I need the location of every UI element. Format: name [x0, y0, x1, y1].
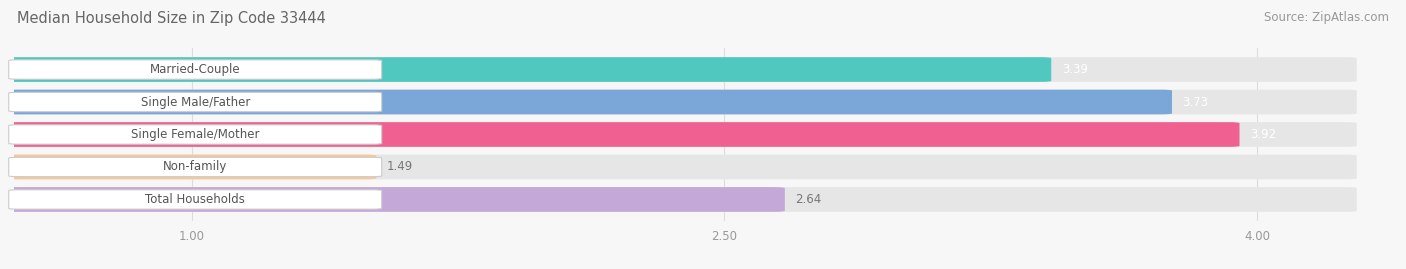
Text: 1.49: 1.49 — [387, 161, 413, 174]
Text: Total Households: Total Households — [145, 193, 245, 206]
FancyBboxPatch shape — [3, 155, 377, 179]
Text: Non-family: Non-family — [163, 161, 228, 174]
FancyBboxPatch shape — [8, 125, 381, 144]
Text: 3.73: 3.73 — [1182, 95, 1209, 108]
FancyBboxPatch shape — [8, 60, 381, 79]
Text: Single Male/Father: Single Male/Father — [141, 95, 250, 108]
FancyBboxPatch shape — [3, 187, 785, 212]
FancyBboxPatch shape — [3, 90, 1357, 114]
FancyBboxPatch shape — [3, 122, 1240, 147]
Text: Single Female/Mother: Single Female/Mother — [131, 128, 260, 141]
FancyBboxPatch shape — [3, 122, 1357, 147]
FancyBboxPatch shape — [3, 155, 1357, 179]
Text: Married-Couple: Married-Couple — [150, 63, 240, 76]
FancyBboxPatch shape — [8, 157, 381, 177]
Text: Median Household Size in Zip Code 33444: Median Household Size in Zip Code 33444 — [17, 11, 326, 26]
FancyBboxPatch shape — [3, 57, 1357, 82]
Text: 2.64: 2.64 — [796, 193, 821, 206]
FancyBboxPatch shape — [3, 57, 1052, 82]
FancyBboxPatch shape — [8, 92, 381, 112]
FancyBboxPatch shape — [3, 90, 1173, 114]
Text: 3.39: 3.39 — [1062, 63, 1088, 76]
Text: 3.92: 3.92 — [1250, 128, 1277, 141]
Text: Source: ZipAtlas.com: Source: ZipAtlas.com — [1264, 11, 1389, 24]
FancyBboxPatch shape — [3, 187, 1357, 212]
FancyBboxPatch shape — [8, 190, 381, 209]
